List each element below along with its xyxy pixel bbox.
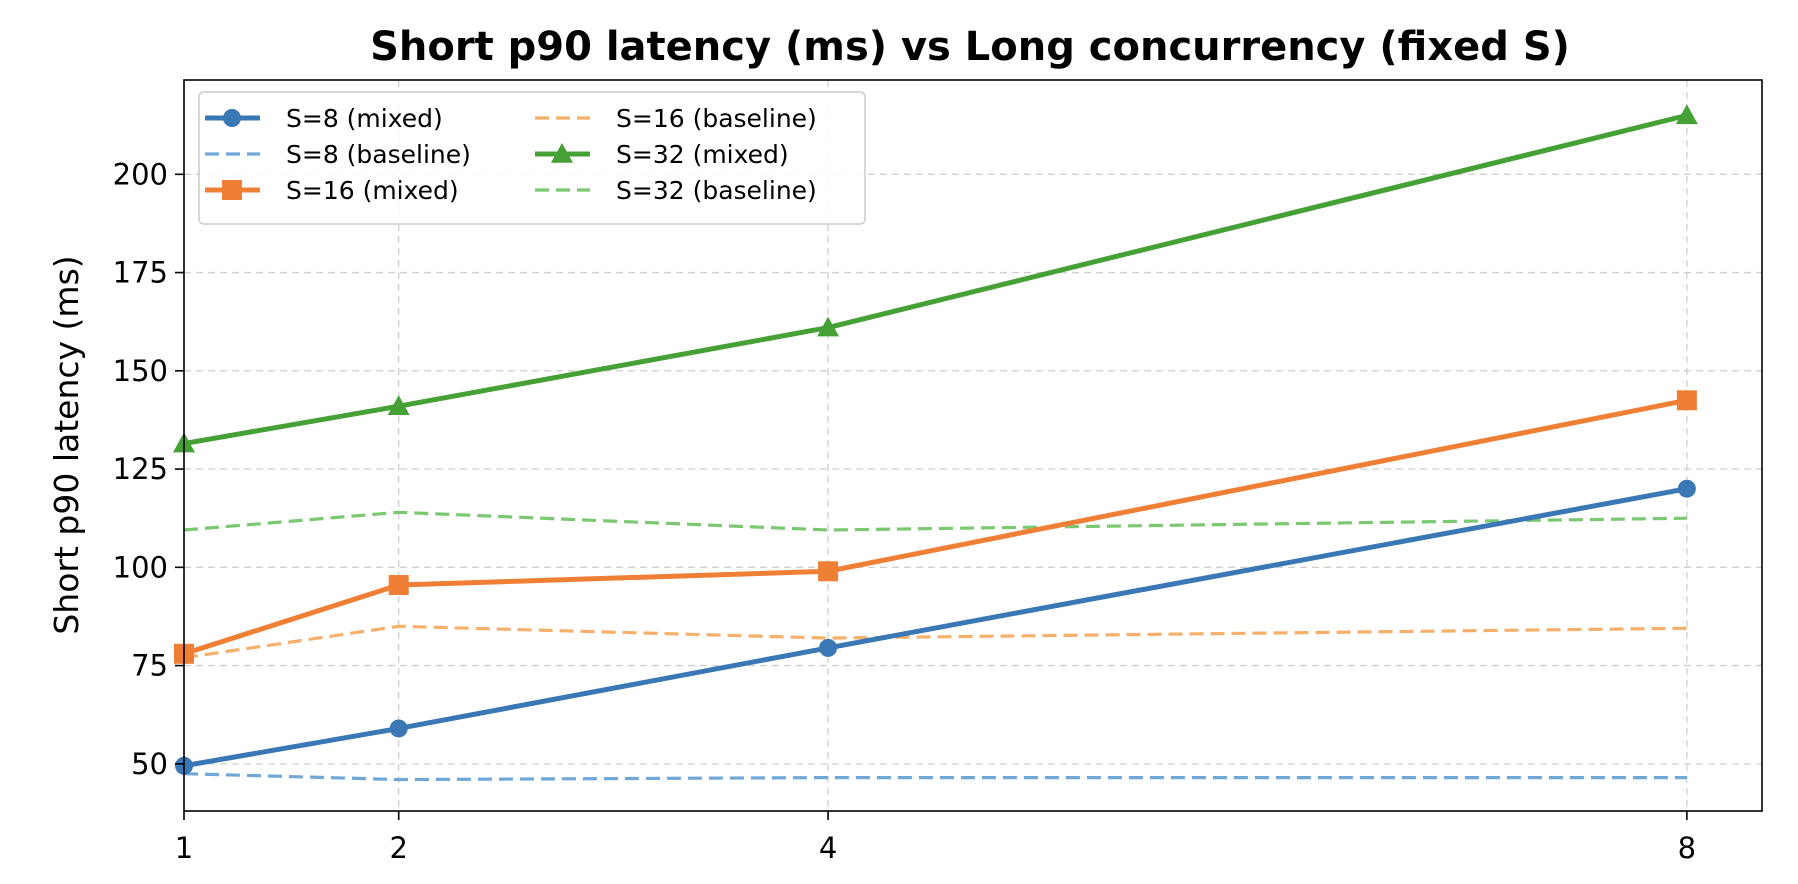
legend-box xyxy=(198,91,866,225)
legend-marker xyxy=(223,109,241,127)
series-s-8-baseline xyxy=(183,772,1687,782)
x-tick-label: 8 xyxy=(1678,831,1696,865)
grid xyxy=(183,80,1762,811)
series-s-16-baseline xyxy=(183,624,1687,660)
series-line xyxy=(183,112,1688,446)
series-s-32-baseline xyxy=(183,510,1687,532)
legend-label: S=16 (baseline) xyxy=(616,104,817,133)
data-point xyxy=(388,575,409,596)
legend-entry: S=32 (mixed) xyxy=(535,140,789,169)
x-axis: 1 2 4 8 xyxy=(175,811,1696,865)
y-tick-label: 150 xyxy=(113,354,168,388)
y-axis: 50 75 100 125 150 175 200 xyxy=(113,157,184,781)
series-line xyxy=(183,510,1687,532)
series-line xyxy=(183,486,1688,769)
data-point xyxy=(389,719,408,738)
legend-label: S=8 (mixed) xyxy=(286,104,443,133)
legend-entry: S=8 (mixed) xyxy=(205,104,443,133)
data-point xyxy=(819,638,838,657)
legend-label: S=32 (baseline) xyxy=(616,176,817,205)
series-group xyxy=(173,104,1698,782)
legend-entry: S=8 (baseline) xyxy=(205,140,471,169)
legend-marker xyxy=(222,180,242,200)
data-point xyxy=(1675,104,1698,125)
y-tick-label: 200 xyxy=(113,157,168,191)
y-axis-label: Short p90 latency (ms) xyxy=(47,255,86,634)
y-tick-label: 125 xyxy=(113,452,168,486)
series-line xyxy=(183,772,1687,782)
y-tick-label: 75 xyxy=(131,649,168,683)
series-line xyxy=(183,624,1687,660)
y-tick-label: 100 xyxy=(113,550,168,584)
data-point xyxy=(1676,390,1697,411)
legend-label: S=32 (mixed) xyxy=(616,140,789,169)
y-tick-label: 175 xyxy=(113,256,168,290)
series-s-8-mixed xyxy=(175,479,1696,775)
legend-label: S=16 (mixed) xyxy=(286,176,459,205)
series-line xyxy=(183,397,1688,657)
data-point xyxy=(387,395,410,415)
legend-label: S=8 (baseline) xyxy=(286,140,471,169)
x-tick-label: 1 xyxy=(175,831,193,865)
legend: S=8 (mixed) S=8 (baseline) S=16 (mixed) S=1… xyxy=(198,91,866,225)
chart-title: Short p90 latency (ms) vs Long concurren… xyxy=(370,24,1570,70)
x-tick-label: 4 xyxy=(819,831,837,865)
legend-entry: S=16 (baseline) xyxy=(535,104,817,133)
data-point xyxy=(817,316,840,337)
data-point xyxy=(1677,479,1696,498)
legend-entry: S=16 (mixed) xyxy=(205,176,459,205)
plot-area-frame xyxy=(183,79,1763,812)
legend-marker xyxy=(551,143,573,163)
y-tick-label: 50 xyxy=(131,747,168,781)
data-point xyxy=(818,561,839,582)
x-tick-label: 2 xyxy=(389,831,407,865)
series-s-16-mixed xyxy=(174,390,1697,664)
legend-entry: S=32 (baseline) xyxy=(535,176,817,205)
